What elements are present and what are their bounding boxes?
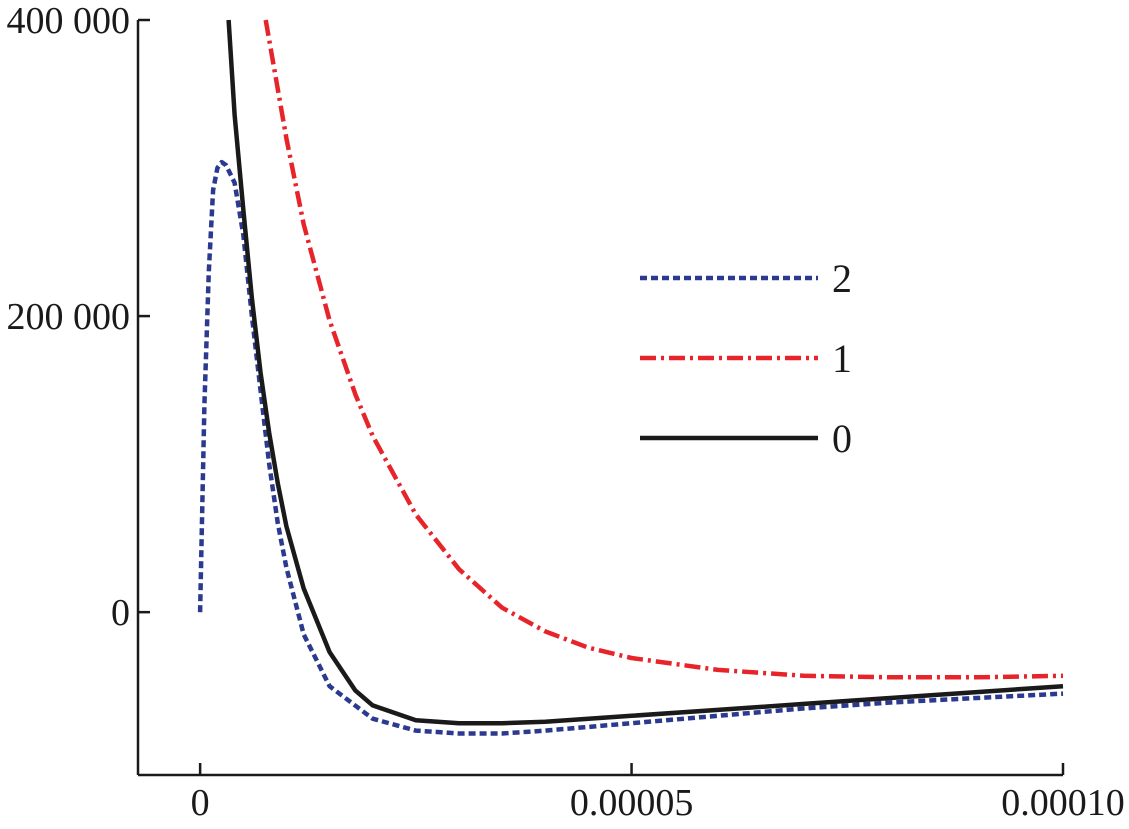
series-line-1 <box>263 19 1064 680</box>
x-tick-label: 0.00005 <box>570 782 694 824</box>
legend-label-2: 2 <box>832 256 852 301</box>
y-tick-label: 400 000 <box>7 0 131 42</box>
legend-label-1: 1 <box>832 336 852 381</box>
series-layer <box>197 19 1064 736</box>
y-tick-label: 200 000 <box>7 296 131 338</box>
series-line-2 <box>197 159 1064 736</box>
legend-label-0: 0 <box>832 416 852 461</box>
x-tick-label: 0.00010 <box>1001 782 1125 824</box>
y-tick-label: 0 <box>111 592 130 634</box>
series-line-0 <box>226 19 1064 726</box>
legend: 2 1 0 <box>640 256 852 461</box>
tick-layer: 0 200 000 400 000 0 0.00005 0.00010 <box>7 0 1125 824</box>
x-tick-label: 0 <box>191 782 210 824</box>
